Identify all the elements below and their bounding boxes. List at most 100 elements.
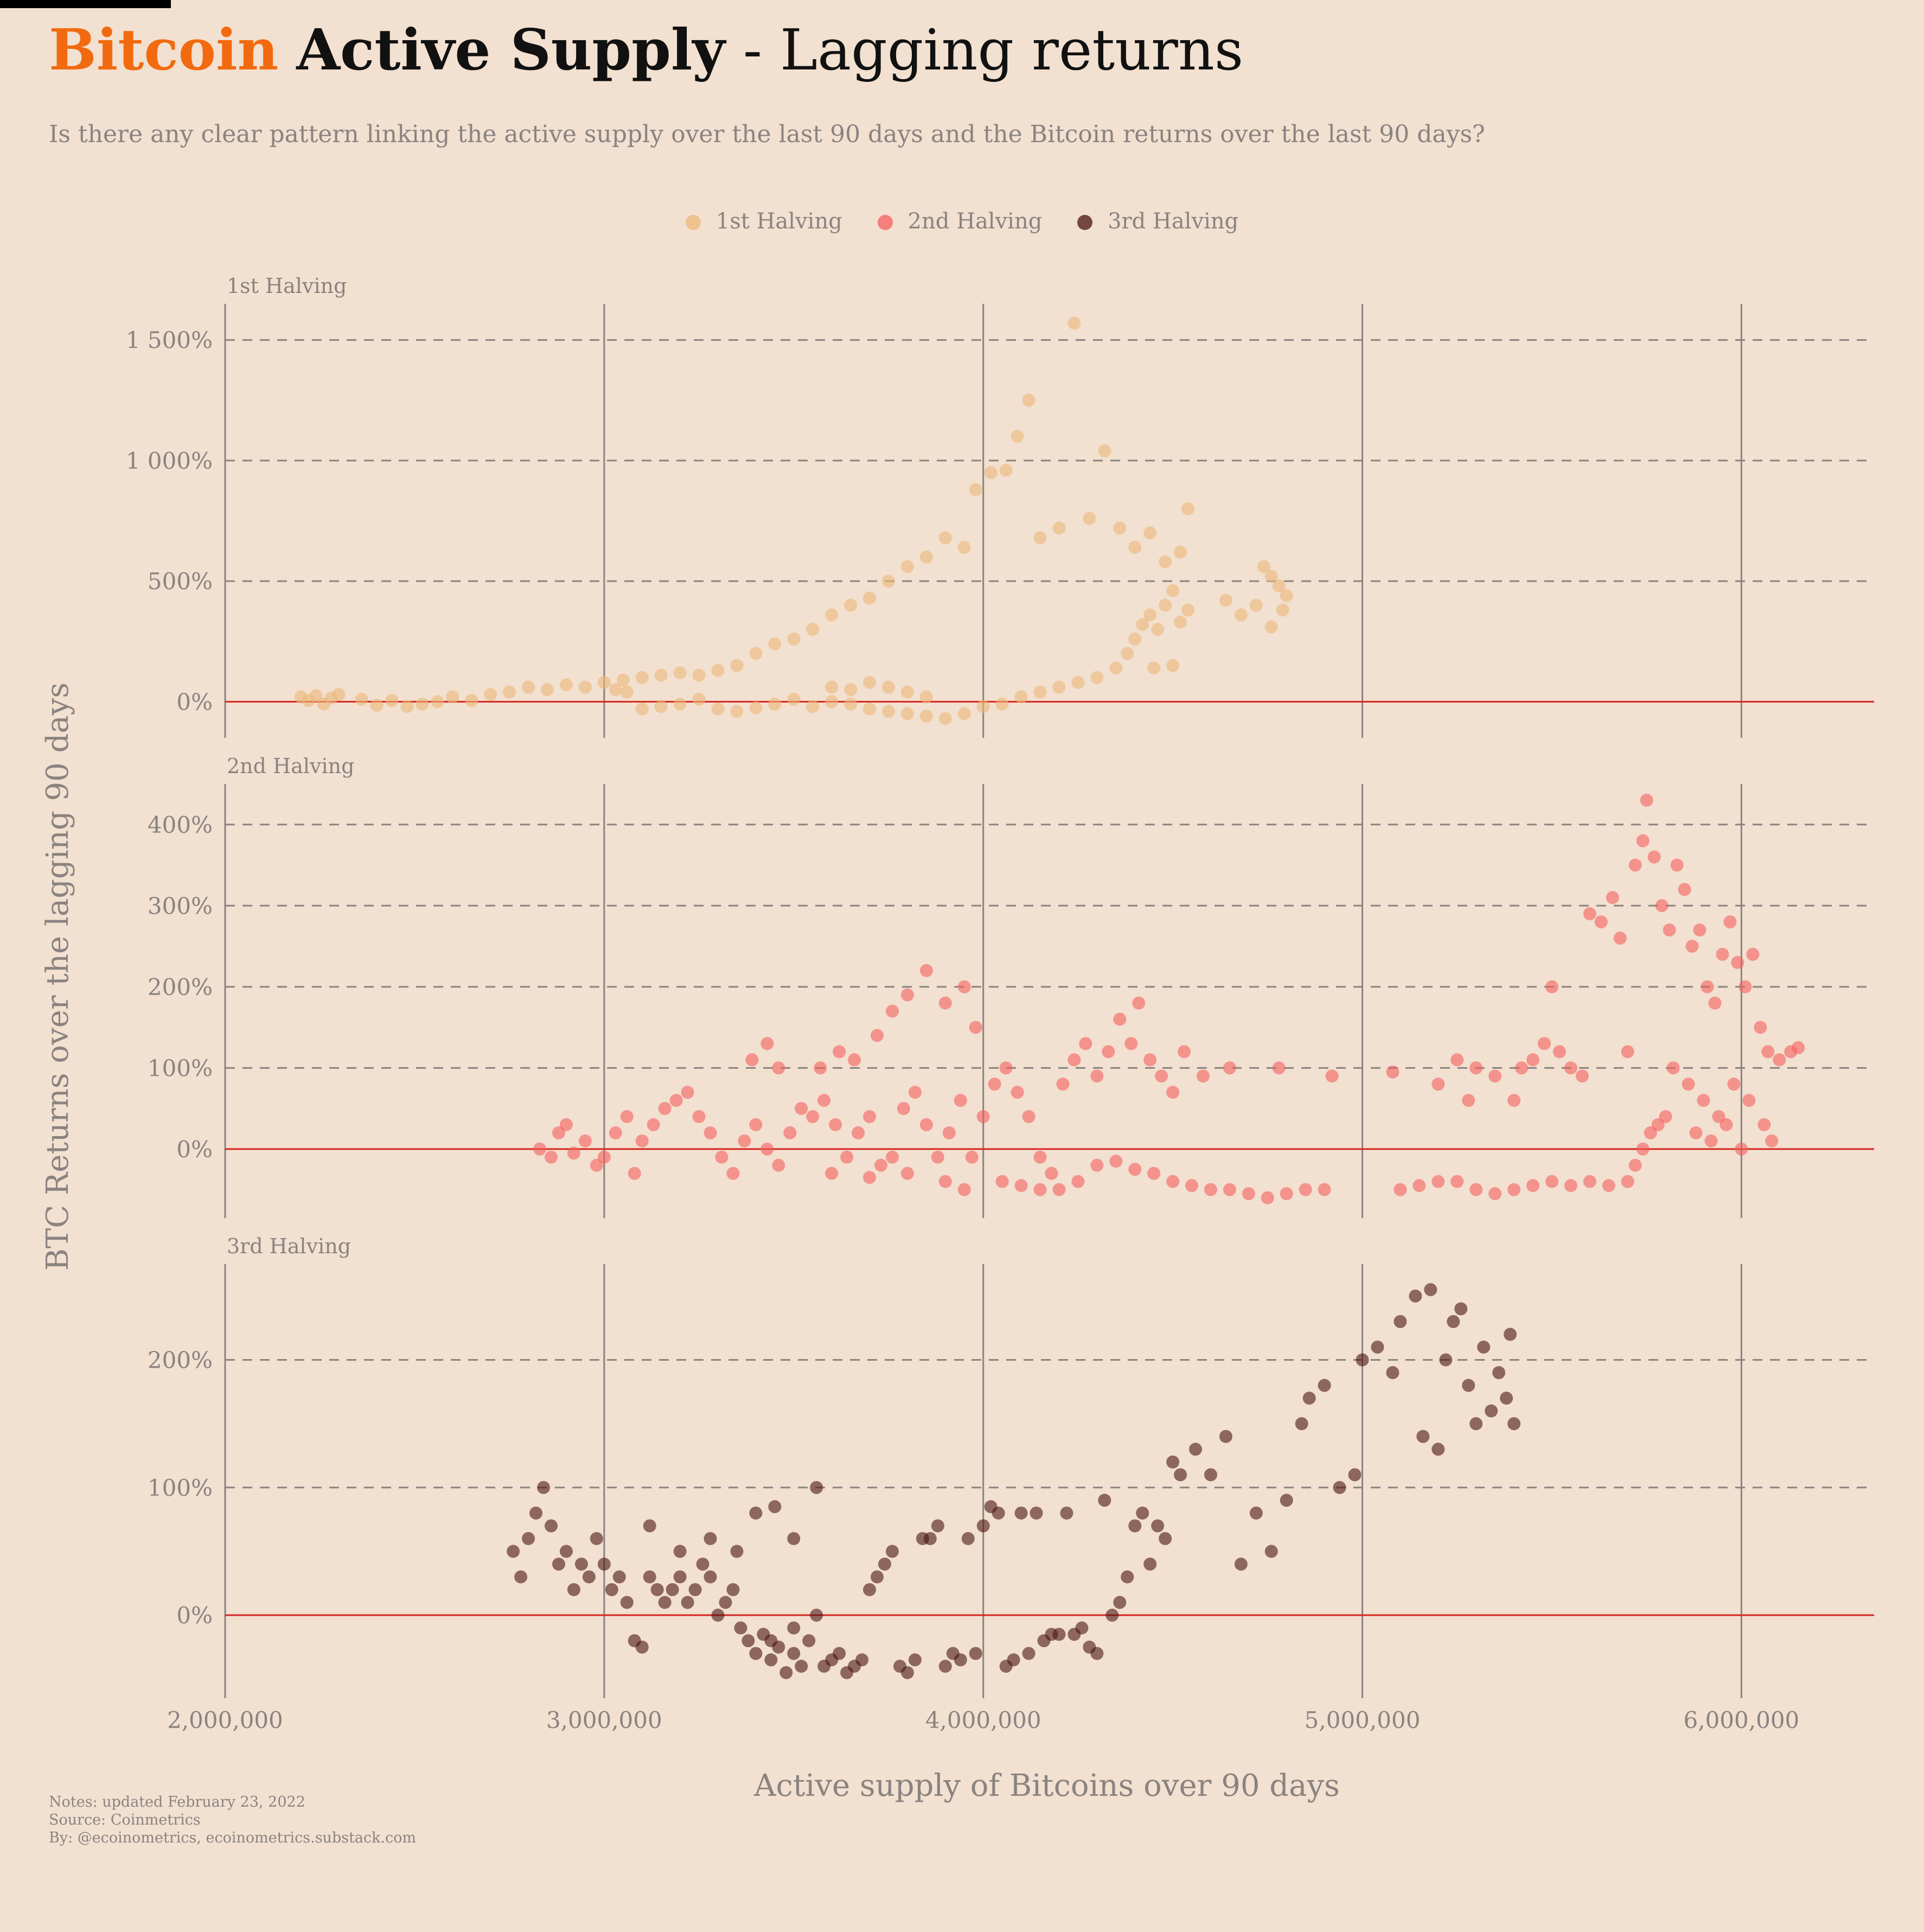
point-p3-128 — [764, 1634, 778, 1648]
point-p3-91 — [1219, 1430, 1232, 1443]
point-p3-88 — [1174, 1468, 1187, 1482]
point-p1-94 — [1151, 623, 1165, 636]
point-p1-29 — [749, 701, 763, 715]
point-p1-62 — [984, 466, 998, 480]
point-p2-59 — [1178, 1045, 1191, 1059]
point-p3-7 — [559, 1545, 573, 1558]
point-p1-7 — [370, 699, 383, 712]
point-p3-105 — [1409, 1289, 1422, 1303]
point-p1-67 — [1052, 521, 1066, 535]
point-p1-92 — [1136, 618, 1149, 632]
point-p1-53 — [825, 608, 839, 622]
y-axis-title: BTC Returns over the lagging 90 days — [40, 683, 75, 1271]
point-p1-57 — [900, 560, 914, 573]
point-p2-11 — [635, 1134, 649, 1147]
x-tick-label-4: 6,000,000 — [1684, 1707, 1800, 1733]
point-p2-41 — [976, 1110, 990, 1124]
point-p3-122 — [704, 1532, 717, 1545]
point-p3-103 — [1386, 1366, 1399, 1379]
point-p1-97 — [1174, 615, 1187, 629]
point-p2-66 — [871, 1029, 884, 1042]
point-p2-121 — [1462, 1094, 1475, 1107]
point-p2-9 — [620, 1110, 634, 1124]
point-p1-61 — [969, 483, 982, 496]
point-p3-2 — [522, 1532, 535, 1545]
point-p2-50 — [1079, 1037, 1092, 1050]
point-p2-91 — [1242, 1187, 1255, 1201]
point-p1-42 — [616, 673, 630, 687]
point-p3-48 — [871, 1570, 884, 1584]
legend-marker-1st-halving — [685, 215, 701, 230]
point-p2-131 — [1575, 1069, 1589, 1083]
point-p3-110 — [1447, 1315, 1460, 1328]
y-tick-label-p3-1: 100% — [148, 1475, 213, 1501]
point-p1-5 — [332, 688, 346, 701]
point-p2-48 — [1056, 1077, 1070, 1091]
y-tick-label-p2-2: 200% — [148, 974, 213, 1000]
point-p2-117 — [1325, 1069, 1339, 1083]
point-p2-19 — [726, 1166, 740, 1180]
point-p2-76 — [938, 1175, 952, 1188]
point-p3-80 — [1113, 1596, 1127, 1609]
point-p3-73 — [1060, 1506, 1073, 1520]
point-p2-165 — [1757, 1118, 1771, 1132]
point-p2-57 — [1155, 1069, 1168, 1083]
point-p2-154 — [1754, 1021, 1767, 1034]
point-p2-94 — [1299, 1183, 1312, 1196]
point-p2-167 — [1689, 1126, 1703, 1139]
point-p3-13 — [605, 1583, 618, 1596]
point-p2-169 — [1720, 1118, 1733, 1132]
point-p3-94 — [1264, 1545, 1278, 1558]
point-p3-62 — [976, 1519, 990, 1533]
point-p2-56 — [1143, 1053, 1157, 1067]
point-p1-70 — [1098, 444, 1111, 458]
point-p3-11 — [590, 1532, 603, 1545]
point-p3-112 — [1462, 1379, 1475, 1392]
y-tick-label-p1-1: 500% — [148, 568, 213, 595]
point-p3-34 — [764, 1653, 778, 1667]
y-tick-label-p1-2: 1 000% — [126, 448, 213, 474]
point-p3-117 — [1500, 1392, 1513, 1405]
point-p1-103 — [1249, 598, 1263, 612]
point-p2-168 — [1704, 1134, 1718, 1147]
point-p3-26 — [704, 1570, 717, 1584]
point-p3-66 — [1007, 1653, 1020, 1667]
y-tick-label-p2-4: 400% — [148, 812, 213, 838]
point-p3-53 — [908, 1653, 922, 1667]
point-p1-33 — [825, 695, 839, 709]
panel-label-3: 3rd Halving — [227, 1234, 351, 1258]
point-p3-37 — [787, 1647, 801, 1660]
point-p2-136 — [1621, 1045, 1634, 1059]
point-p1-78 — [844, 683, 858, 697]
points-layer — [294, 316, 1805, 1679]
point-p2-63 — [814, 1061, 827, 1075]
point-p1-21 — [609, 683, 622, 697]
notes: Notes: updated February 23, 2022 Source:… — [49, 1793, 416, 1847]
point-p1-71 — [1113, 521, 1127, 535]
point-p1-66 — [1033, 531, 1047, 545]
point-p1-107 — [1280, 589, 1293, 602]
point-p1-40 — [957, 707, 971, 720]
point-p2-104 — [1545, 1175, 1558, 1188]
point-p3-87 — [1166, 1455, 1180, 1469]
point-p1-18 — [559, 678, 573, 692]
point-p2-87 — [1166, 1175, 1180, 1188]
point-p1-56 — [881, 575, 895, 588]
point-p1-80 — [881, 680, 895, 694]
point-p2-88 — [1185, 1179, 1199, 1193]
point-p1-9 — [400, 700, 414, 713]
point-p3-69 — [1030, 1506, 1043, 1520]
point-p2-42 — [988, 1077, 1001, 1091]
point-p2-54 — [1124, 1037, 1138, 1050]
point-p2-60 — [745, 1053, 759, 1067]
point-p3-5 — [545, 1519, 558, 1533]
point-p1-19 — [578, 680, 592, 694]
point-p1-52 — [806, 623, 820, 636]
point-p2-0 — [533, 1142, 547, 1156]
point-p2-155 — [1761, 1045, 1775, 1059]
point-p3-25 — [696, 1557, 709, 1571]
point-p3-101 — [1356, 1353, 1369, 1367]
point-p2-133 — [1594, 915, 1608, 929]
point-p3-14 — [612, 1570, 626, 1584]
point-p2-96 — [1394, 1183, 1407, 1196]
